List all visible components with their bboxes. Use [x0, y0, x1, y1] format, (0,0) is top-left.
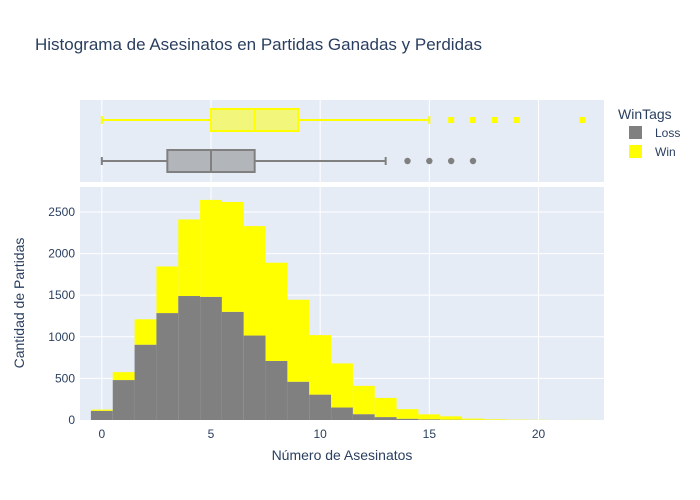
- boxplot-outlier-loss: [447, 157, 455, 165]
- boxplot-outlier-win: [579, 117, 586, 123]
- y-tick-label: 500: [55, 371, 75, 385]
- boxplot-layer: [100, 108, 586, 173]
- histogram-bar-win: [483, 419, 506, 420]
- y-tick-label: 0: [68, 413, 75, 427]
- histogram-bar-loss: [112, 380, 135, 420]
- histogram-bar-win: [374, 397, 397, 418]
- chart-title: Histograma de Asesinatos en Partidas Gan…: [35, 35, 482, 54]
- x-tick-label: 20: [532, 427, 546, 441]
- histogram-bar-loss: [396, 418, 419, 420]
- legend-label-win: Win: [655, 145, 676, 159]
- legend: WinTags Loss Win: [618, 106, 680, 159]
- histogram-bar-win: [287, 299, 310, 382]
- histogram-bar-loss: [178, 296, 201, 420]
- histogram-bar-loss: [309, 394, 332, 420]
- y-tick-label: 2000: [48, 247, 75, 261]
- y-axis-ticks: 0 500 1000 1500 2000 2500: [48, 205, 75, 427]
- histogram-bar-win: [243, 226, 266, 336]
- histogram-bar-win: [156, 266, 179, 314]
- histogram-bar-loss: [331, 407, 353, 420]
- boxplot-outlier-win: [470, 117, 476, 123]
- y-tick-label: 2500: [48, 205, 75, 219]
- x-tick-label: 5: [208, 427, 215, 441]
- histogram-bar-loss: [200, 296, 222, 420]
- boxplot-outlier-win: [448, 117, 455, 123]
- histogram-bar-win: [331, 363, 353, 408]
- legend-swatch-win: [629, 145, 642, 158]
- x-tick-label: 10: [313, 427, 327, 441]
- histogram-bar-loss: [418, 419, 441, 420]
- histogram-bar-win: [309, 335, 332, 395]
- boxplot-outlier-loss: [404, 157, 411, 165]
- histogram-bar-win: [418, 414, 441, 420]
- x-tick-label: 0: [98, 427, 105, 441]
- histogram-bar-win: [221, 201, 244, 312]
- histogram-bar-win: [112, 372, 135, 381]
- histogram-bar-loss: [265, 360, 288, 420]
- legend-item-win[interactable]: Win: [629, 145, 676, 159]
- histogram-bar-win: [440, 416, 463, 420]
- histogram-bar-win: [200, 199, 222, 297]
- histogram-bar-win: [462, 418, 484, 420]
- boxplot-outlier-loss: [426, 157, 433, 165]
- y-axis-title: Cantidad de Partidas: [11, 238, 27, 369]
- histogram-bar-loss: [287, 381, 310, 420]
- histogram-bar-win: [134, 319, 157, 345]
- histogram-bar-win: [396, 409, 419, 419]
- boxplot-panel: [80, 100, 604, 182]
- x-tick-label: 15: [423, 427, 437, 441]
- histogram-bar-win: [352, 385, 375, 415]
- histogram-bar-loss: [374, 417, 397, 420]
- x-axis-ticks: 0 5 10 15 20: [98, 427, 545, 441]
- histogram-bar-loss: [352, 414, 375, 420]
- histogram-bar-win: [90, 409, 113, 411]
- legend-label-loss: Loss: [655, 126, 680, 140]
- legend-swatch-loss: [629, 126, 642, 139]
- histogram-bar-loss: [134, 344, 157, 420]
- boxplot-outlier-loss: [469, 157, 477, 165]
- boxplot-outlier-win: [491, 117, 498, 123]
- x-axis-title: Número de Asesinatos: [272, 447, 413, 463]
- histogram-bar-loss: [243, 335, 266, 420]
- y-tick-label: 1500: [48, 288, 75, 302]
- legend-title: WinTags: [618, 106, 672, 122]
- y-tick-label: 1000: [48, 330, 75, 344]
- histogram-bars: [90, 199, 594, 420]
- histogram-bar-loss: [90, 410, 113, 420]
- boxplot-outlier-win: [513, 117, 520, 123]
- histogram-bar-loss: [156, 313, 179, 420]
- histogram-bar-win: [265, 262, 288, 361]
- histogram-bar-win: [178, 219, 201, 297]
- histogram-bar-loss: [221, 311, 244, 420]
- legend-item-loss[interactable]: Loss: [629, 126, 680, 140]
